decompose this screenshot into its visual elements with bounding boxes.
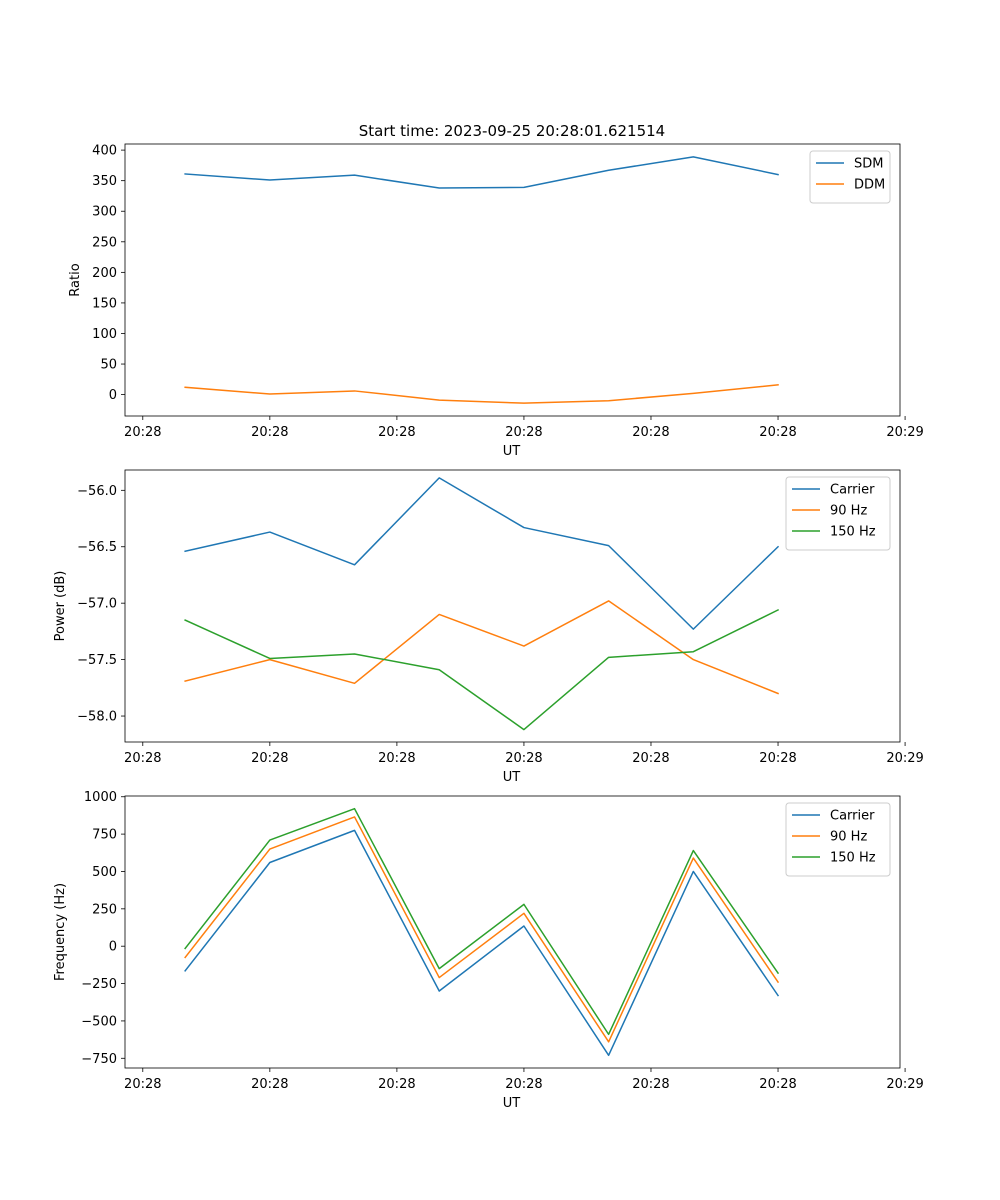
y-tick-label: −250 bbox=[81, 977, 117, 992]
legend: Carrier 90 Hz 150 Hz bbox=[785, 476, 891, 551]
legend-label: 90 Hz bbox=[830, 504, 867, 519]
y-axis-label: Frequency (Hz) bbox=[53, 883, 68, 981]
axes-frame bbox=[124, 143, 901, 417]
series-line-90-hz bbox=[184, 600, 780, 695]
panels: 20:28 20:28 20:28 20:28 20:28 20:28 20:29 0 50 10… bbox=[53, 143, 924, 1111]
y-axis-label: Power (dB) bbox=[53, 571, 68, 642]
chart-panel-2: 20:28 20:28 20:28 20:28 20:28 20:28 20:29 −58.0… bbox=[53, 469, 924, 785]
x-tick-label: 20:28 bbox=[251, 425, 288, 440]
y-tick-label: −56.0 bbox=[77, 484, 117, 499]
y-tick-label: 50 bbox=[100, 358, 117, 373]
y-tick-label: 0 bbox=[109, 940, 117, 955]
y-tick-label: 150 bbox=[92, 296, 117, 311]
y-tick-label: 200 bbox=[92, 266, 117, 281]
legend-label: Carrier bbox=[830, 483, 875, 498]
series-line-carrier bbox=[184, 829, 780, 1057]
legend-label: 150 Hz bbox=[830, 525, 876, 540]
x-tick-label: 20:28 bbox=[378, 425, 415, 440]
y-tick-label: 750 bbox=[92, 828, 117, 843]
x-axis-label: UT bbox=[503, 1096, 521, 1111]
series-line-150-hz bbox=[184, 807, 780, 1036]
y-tick-label: −58.0 bbox=[77, 710, 117, 725]
y-axis-label: Ratio bbox=[68, 263, 83, 296]
x-tick-label: 20:29 bbox=[886, 425, 923, 440]
x-tick-label: 20:28 bbox=[505, 751, 542, 766]
legend-label: Carrier bbox=[830, 809, 875, 824]
series-line-ddm bbox=[184, 384, 779, 404]
y-tick-label: −57.0 bbox=[77, 597, 117, 612]
y-tick-label: 400 bbox=[92, 144, 117, 159]
chart-panel-1: 20:28 20:28 20:28 20:28 20:28 20:28 20:29 0 50 10… bbox=[68, 143, 924, 459]
legend-label: DDM bbox=[854, 178, 885, 193]
y-tick-label: −56.5 bbox=[77, 540, 117, 555]
x-tick-label: 20:28 bbox=[251, 1077, 288, 1092]
x-tick-label: 20:28 bbox=[505, 1077, 542, 1092]
x-axis-label: UT bbox=[503, 444, 521, 459]
legend-label: SDM bbox=[854, 157, 883, 172]
y-tick-label: 1000 bbox=[84, 790, 117, 805]
x-tick-label: 20:28 bbox=[759, 1077, 796, 1092]
y-tick-label: 0 bbox=[109, 388, 117, 403]
y-tick-label: −750 bbox=[81, 1052, 117, 1067]
x-tick-label: 20:28 bbox=[251, 751, 288, 766]
x-axis-label: UT bbox=[503, 770, 521, 785]
y-tick-label: 500 bbox=[92, 865, 117, 880]
x-tick-label: 20:28 bbox=[632, 425, 669, 440]
axes-frame bbox=[124, 469, 901, 743]
y-tick-label: 100 bbox=[92, 327, 117, 342]
figure-title: Start time: 2023-09-25 20:28:01.621514 bbox=[359, 122, 665, 140]
legend-label: 90 Hz bbox=[830, 830, 867, 845]
x-tick-label: 20:29 bbox=[886, 751, 923, 766]
y-tick-label: −500 bbox=[81, 1014, 117, 1029]
x-tick-label: 20:28 bbox=[759, 425, 796, 440]
series-line-carrier bbox=[184, 477, 780, 630]
y-tick-label: 300 bbox=[92, 205, 117, 220]
series-line-150-hz bbox=[184, 608, 780, 731]
x-tick-label: 20:28 bbox=[378, 751, 415, 766]
x-tick-label: 20:28 bbox=[378, 1077, 415, 1092]
x-tick-label: 20:28 bbox=[505, 425, 542, 440]
x-tick-label: 20:28 bbox=[124, 425, 161, 440]
y-tick-label: −57.5 bbox=[77, 653, 117, 668]
y-tick-label: 350 bbox=[92, 174, 117, 189]
legend-box bbox=[809, 150, 891, 204]
x-tick-label: 20:29 bbox=[886, 1077, 923, 1092]
legend-label: 150 Hz bbox=[830, 851, 876, 866]
x-tick-label: 20:28 bbox=[124, 1077, 161, 1092]
chart-panel-3: 20:28 20:28 20:28 20:28 20:28 20:28 20:29 −750 −… bbox=[53, 790, 924, 1111]
x-tick-label: 20:28 bbox=[632, 751, 669, 766]
x-tick-label: 20:28 bbox=[632, 1077, 669, 1092]
legend: SDM DDM bbox=[809, 150, 891, 204]
y-tick-label: 250 bbox=[92, 235, 117, 250]
series-line-sdm bbox=[184, 156, 779, 189]
legend: Carrier 90 Hz 150 Hz bbox=[785, 802, 891, 877]
x-tick-label: 20:28 bbox=[124, 751, 161, 766]
axes-frame bbox=[124, 795, 901, 1069]
series-line-90-hz bbox=[184, 816, 780, 1043]
x-tick-label: 20:28 bbox=[759, 751, 796, 766]
y-tick-label: 250 bbox=[92, 902, 117, 917]
